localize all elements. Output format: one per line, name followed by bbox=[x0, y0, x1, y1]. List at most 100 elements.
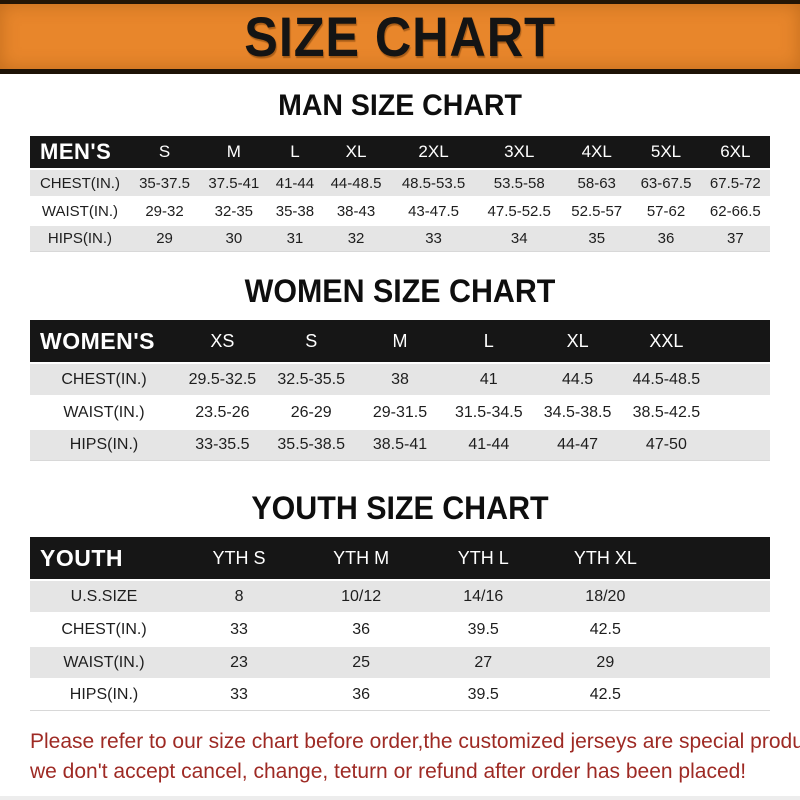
measurement-value: 44.5-48.5 bbox=[621, 364, 711, 395]
size-column-header: YTH M bbox=[300, 537, 423, 579]
measurement-value: 34 bbox=[476, 226, 563, 252]
measurement-value: 33-35.5 bbox=[178, 430, 267, 461]
measurement-value: 42.5 bbox=[544, 680, 667, 711]
measurement-value: 67.5-72 bbox=[700, 170, 770, 196]
spacer-cell bbox=[710, 320, 770, 362]
measurement-label: HIPS(IN.) bbox=[30, 680, 178, 711]
size-header-row: YOUTH YTH S YTH M YTH L YTH XL bbox=[30, 537, 770, 579]
size-column-header: S bbox=[129, 136, 200, 168]
measurement-value: 63-67.5 bbox=[631, 170, 701, 196]
size-table-body: CHEST(IN.) 29.5-32.5 32.5-35.5 38 41 44.5 44.5… bbox=[30, 364, 770, 461]
measurement-value: 29-32 bbox=[129, 198, 200, 224]
measurement-value: 37.5-41 bbox=[199, 170, 269, 196]
measurement-value: 23 bbox=[178, 647, 301, 678]
size-column-header: XL bbox=[321, 136, 391, 168]
measurement-value: 53.5-58 bbox=[476, 170, 563, 196]
measurement-value: 35.5-38.5 bbox=[266, 430, 356, 461]
size-table-head: YOUTH YTH S YTH M YTH L YTH XL bbox=[30, 537, 770, 579]
spacer-cell bbox=[666, 614, 770, 645]
measurement-label: HIPS(IN.) bbox=[30, 226, 130, 252]
size-column-header: L bbox=[444, 320, 534, 362]
measurement-value: 41 bbox=[444, 364, 534, 395]
size-column-header: YTH XL bbox=[544, 537, 667, 579]
measurement-label: CHEST(IN.) bbox=[30, 170, 130, 196]
measurement-row: WAIST(IN.) 29-32 32-35 35-38 38-43 43-47.5 47.… bbox=[30, 198, 770, 224]
measurement-value: 34.5-38.5 bbox=[533, 397, 622, 428]
measurement-value: 44-48.5 bbox=[321, 170, 391, 196]
measurement-label: CHEST(IN.) bbox=[30, 364, 178, 395]
size-column-header: XS bbox=[178, 320, 267, 362]
measurement-value: 47.5-52.5 bbox=[476, 198, 563, 224]
measurement-value: 48.5-53.5 bbox=[390, 170, 477, 196]
size-column-header: L bbox=[268, 136, 322, 168]
measurement-label: HIPS(IN.) bbox=[30, 430, 178, 461]
spacer-cell bbox=[710, 364, 770, 395]
size-header-row: MEN'S S M L XL 2XL 3XL 4XL 5XL 6XL bbox=[30, 136, 770, 168]
measurement-value: 38.5-42.5 bbox=[621, 397, 711, 428]
size-group-label: WOMEN'S bbox=[30, 320, 178, 362]
size-table-body: CHEST(IN.) 35-37.5 37.5-41 41-44 44-48.5 48.5… bbox=[30, 170, 770, 252]
measurement-row: HIPS(IN.) 33-35.5 35.5-38.5 38.5-41 41-44 44-… bbox=[30, 430, 770, 461]
measurement-value: 29 bbox=[129, 226, 200, 252]
measurement-row: HIPS(IN.) 33 36 39.5 42.5 bbox=[30, 680, 770, 711]
measurement-value: 39.5 bbox=[422, 680, 545, 711]
order-notice: Please refer to our size chart before or… bbox=[30, 727, 800, 787]
measurement-value: 35-38 bbox=[268, 198, 322, 224]
measurement-row: WAIST(IN.) 23 25 27 29 bbox=[30, 647, 770, 678]
measurement-value: 29.5-32.5 bbox=[178, 364, 267, 395]
measurement-value: 36 bbox=[300, 680, 423, 711]
measurement-row: CHEST(IN.) 29.5-32.5 32.5-35.5 38 41 44.5 44.5… bbox=[30, 364, 770, 395]
spacer-cell bbox=[710, 397, 770, 428]
size-section-youth: YOUTH SIZE CHART YOUTH YTH S YTH M YTH L YTH … bbox=[30, 490, 770, 713]
measurement-value: 44-47 bbox=[533, 430, 622, 461]
measurement-value: 44.5 bbox=[533, 364, 622, 395]
spacer-cell bbox=[666, 581, 770, 612]
measurement-value: 29-31.5 bbox=[355, 397, 445, 428]
size-column-header: M bbox=[199, 136, 269, 168]
measurement-value: 42.5 bbox=[544, 614, 667, 645]
measurement-value: 57-62 bbox=[631, 198, 701, 224]
measurement-value: 38-43 bbox=[321, 198, 391, 224]
size-column-header: XXL bbox=[621, 320, 711, 362]
size-column-header: 2XL bbox=[390, 136, 477, 168]
measurement-value: 41-44 bbox=[268, 170, 322, 196]
measurement-label: WAIST(IN.) bbox=[30, 397, 178, 428]
measurement-label: WAIST(IN.) bbox=[30, 198, 130, 224]
measurement-value: 36 bbox=[300, 614, 423, 645]
section-title-womens: WOMEN SIZE CHART bbox=[244, 273, 556, 309]
spacer-cell bbox=[666, 537, 770, 579]
measurement-row: CHEST(IN.) 33 36 39.5 42.5 bbox=[30, 614, 770, 645]
measurement-value: 41-44 bbox=[444, 430, 534, 461]
spacer-cell bbox=[666, 680, 770, 711]
measurement-value: 23.5-26 bbox=[178, 397, 267, 428]
size-column-header: M bbox=[355, 320, 445, 362]
measurement-value: 18/20 bbox=[544, 581, 667, 612]
spacer-cell bbox=[666, 647, 770, 678]
measurement-value: 36 bbox=[631, 226, 701, 252]
size-table-head: WOMEN'S XS S M L XL XXL bbox=[30, 320, 770, 362]
section-title-mens: MAN SIZE CHART bbox=[278, 89, 522, 122]
size-column-header: 5XL bbox=[631, 136, 701, 168]
measurement-value: 30 bbox=[199, 226, 269, 252]
section-title-youth: YOUTH SIZE CHART bbox=[251, 490, 549, 526]
measurement-value: 35 bbox=[562, 226, 632, 252]
measurement-value: 62-66.5 bbox=[700, 198, 770, 224]
chart-sections: MAN SIZE CHART MEN'S S M L XL 2XL 3XL 4XL 5XL 6XL C… bbox=[0, 89, 800, 713]
measurement-value: 32 bbox=[321, 226, 391, 252]
measurement-row: U.S.SIZE 8 10/12 14/16 18/20 bbox=[30, 581, 770, 612]
measurement-label: WAIST(IN.) bbox=[30, 647, 178, 678]
measurement-value: 33 bbox=[178, 680, 301, 711]
size-table-youth: YOUTH YTH S YTH M YTH L YTH XL U.S.SIZE 8 10/12… bbox=[30, 535, 770, 713]
measurement-value: 8 bbox=[178, 581, 301, 612]
measurement-row: HIPS(IN.) 29 30 31 32 33 34 35 36 37 bbox=[30, 226, 770, 252]
measurement-value: 32.5-35.5 bbox=[266, 364, 356, 395]
measurement-value: 14/16 bbox=[422, 581, 545, 612]
size-column-header: YTH L bbox=[422, 537, 545, 579]
measurement-value: 35-37.5 bbox=[129, 170, 200, 196]
measurement-value: 26-29 bbox=[266, 397, 356, 428]
size-table-body: U.S.SIZE 8 10/12 14/16 18/20 CHEST(IN.) 33 36 39… bbox=[30, 581, 770, 711]
measurement-value: 32-35 bbox=[199, 198, 269, 224]
measurement-row: CHEST(IN.) 35-37.5 37.5-41 41-44 44-48.5 48.5… bbox=[30, 170, 770, 196]
measurement-value: 10/12 bbox=[300, 581, 423, 612]
measurement-value: 37 bbox=[700, 226, 770, 252]
